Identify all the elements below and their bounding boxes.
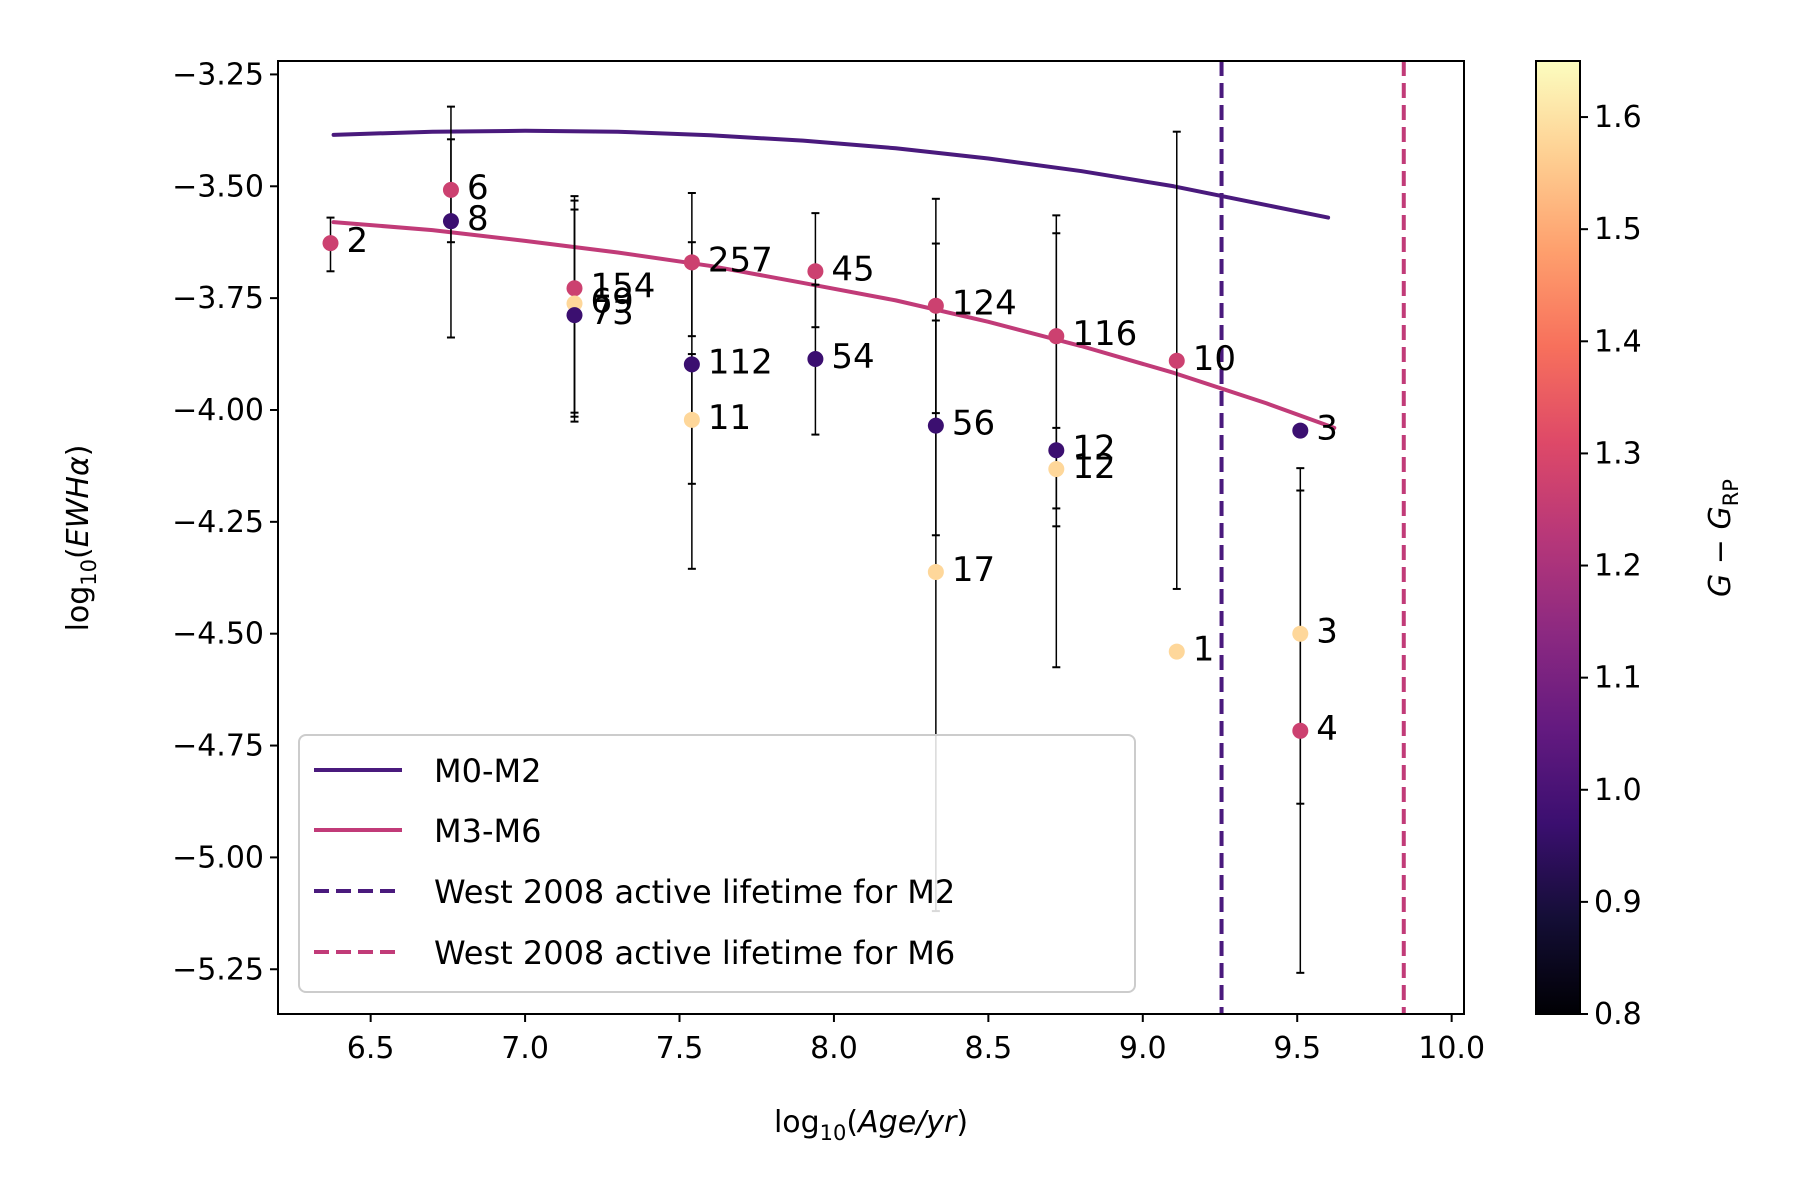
data-point-label: 73: [591, 293, 634, 333]
colorbar-ticks: 0.8 0.9 1.0 1.1 1.2 1.3 1.4 1.5 1.6: [1580, 100, 1642, 1032]
y-axis-label-sub: 10: [77, 559, 101, 586]
colorbar-tick-label: 1.3: [1594, 436, 1642, 471]
data-point: [322, 235, 339, 252]
colorbar-tick-label: 1.0: [1594, 773, 1642, 808]
legend-box: [298, 734, 1136, 993]
data-point: [683, 411, 700, 428]
data-point-label: 3: [1316, 612, 1338, 652]
colorbar-tick-label: 1.6: [1594, 100, 1642, 135]
colorbar-tick-label: 1.5: [1594, 212, 1642, 247]
x-axis: 6.5 7.0 7.5 8.0 8.5 9.0 9.5 10.0: [347, 1014, 1485, 1066]
colorbar-gradient: [1535, 60, 1581, 1015]
colorbar: 0.8 0.9 1.0 1.1 1.2 1.3 1.4 1.5 1.6 G − GRP: [1535, 60, 1743, 1032]
data-point-label: 17: [952, 550, 995, 590]
legend-label-west-m2: West 2008 active lifetime for M2: [434, 873, 955, 911]
data-point: [442, 213, 459, 230]
data-point: [1292, 722, 1309, 739]
legend-label-m3-m6: M3-M6: [434, 812, 541, 850]
data-point: [807, 263, 824, 280]
data-point-label: 11: [708, 398, 751, 438]
y-tick-label: −3.75: [172, 281, 264, 316]
x-tick-label: 9.0: [1119, 1031, 1167, 1066]
data-point: [1048, 442, 1065, 459]
legend: M0-M2 M3-M6 West 2008 active lifetime fo…: [298, 734, 1136, 993]
data-point: [1048, 328, 1065, 345]
x-axis-label-arg: Age/yr: [856, 1105, 958, 1140]
data-point: [442, 181, 459, 198]
data-point-label: 1: [1193, 630, 1215, 670]
x-tick-label: 6.5: [347, 1031, 395, 1066]
y-tick-label: −5.25: [172, 952, 264, 987]
data-point-label: 54: [831, 337, 874, 377]
y-tick-label: −5.00: [172, 840, 264, 875]
colorbar-tick-label: 1.2: [1594, 549, 1642, 584]
trend-line-0: [331, 128, 1331, 220]
data-point: [566, 280, 583, 297]
y-axis-label-prefix: log: [61, 586, 96, 632]
data-point: [683, 356, 700, 373]
data-point: [807, 350, 824, 367]
data-point-label: 116: [1072, 314, 1137, 354]
colorbar-tick-label: 0.9: [1594, 885, 1642, 920]
data-point-label: 124: [952, 284, 1017, 324]
data-point-label: 12: [1072, 447, 1115, 487]
x-tick-label: 8.5: [965, 1031, 1013, 1066]
y-tick-label: −4.50: [172, 617, 264, 652]
y-axis: −3.25 −3.50 −3.75 −4.00 −4.25 −4.50 −4.75 −5.00…: [172, 57, 278, 987]
data-point-label: 56: [952, 404, 995, 444]
data-point-label: 257: [708, 240, 773, 280]
colorbar-label-sub: RP: [1719, 479, 1743, 506]
data-point: [1292, 422, 1309, 439]
colorbar-tick-label: 1.1: [1594, 661, 1642, 696]
data-point: [566, 307, 583, 324]
data-point-label: 45: [831, 249, 874, 289]
data-point-label: 112: [708, 342, 773, 382]
colorbar-label: G − GRP: [1703, 479, 1743, 597]
data-point: [1048, 461, 1065, 478]
y-tick-label: −3.50: [172, 169, 264, 204]
y-axis-label-arg: EWHα: [61, 456, 96, 547]
data-point: [927, 563, 944, 580]
data-point: [566, 295, 583, 312]
colorbar-tick-label: 0.8: [1594, 997, 1642, 1032]
data-point: [1168, 352, 1185, 369]
x-tick-label: 10.0: [1418, 1031, 1485, 1066]
data-point: [1292, 625, 1309, 642]
data-point: [927, 297, 944, 314]
x-tick-label: 8.0: [810, 1031, 858, 1066]
data-point-label: 154: [591, 266, 656, 306]
y-tick-label: −4.00: [172, 393, 264, 428]
x-tick-label: 7.5: [656, 1031, 704, 1066]
data-point-label: 6: [467, 168, 489, 208]
legend-label-west-m6: West 2008 active lifetime for M6: [434, 934, 955, 972]
data-point-label: 2: [347, 221, 369, 261]
x-axis-label-sub: 10: [820, 1121, 847, 1145]
plot-frame: [277, 60, 1465, 1015]
data-point-label: 4: [1316, 709, 1338, 749]
data-point: [1168, 643, 1185, 660]
x-tick-label: 7.0: [501, 1031, 549, 1066]
x-axis-label-prefix: log: [774, 1105, 820, 1140]
data-point-label: 3: [1316, 409, 1338, 449]
y-axis-label: log10(EWHα): [61, 445, 101, 632]
x-axis-label: log10(Age/yr): [774, 1105, 968, 1145]
data-point-label: 69: [591, 282, 634, 322]
data-point-label: 10: [1193, 339, 1236, 379]
colorbar-label-main: G − G: [1703, 506, 1738, 597]
data-point-label: 12: [1072, 428, 1115, 468]
data-point: [683, 254, 700, 271]
x-tick-label: 9.5: [1273, 1031, 1321, 1066]
y-tick-label: −4.75: [172, 729, 264, 764]
trend-line-1: [331, 220, 1337, 430]
colorbar-tick-label: 1.4: [1594, 324, 1642, 359]
legend-label-m0-m2: M0-M2: [434, 752, 541, 790]
data-point: [927, 417, 944, 434]
y-tick-label: −3.25: [172, 57, 264, 92]
data-point-label: 8: [467, 199, 489, 239]
y-tick-label: −4.25: [172, 505, 264, 540]
